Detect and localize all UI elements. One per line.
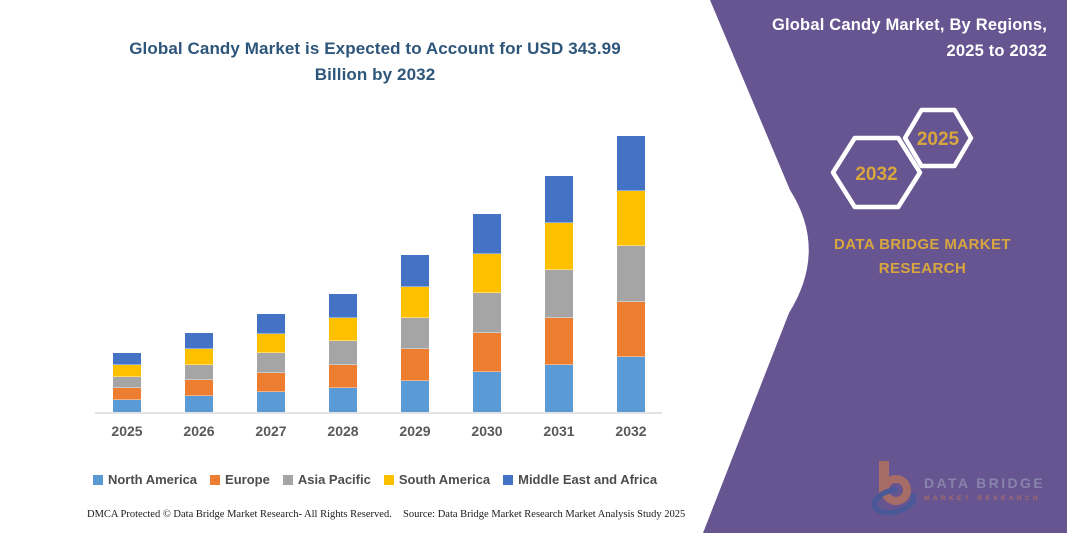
bar-2031 — [545, 176, 573, 412]
bar-segment-2026-middle-east-and-africa — [185, 333, 213, 349]
bar-segment-2028-middle-east-and-africa — [329, 294, 357, 318]
panel-heading-line2: 2025 to 2032 — [946, 41, 1047, 60]
bar-segment-2032-europe — [617, 301, 645, 357]
bar-segment-2030-middle-east-and-africa — [473, 213, 501, 254]
x-axis-line — [95, 412, 662, 414]
x-axis-label-2028: 2028 — [327, 423, 359, 439]
bar-segment-2028-europe — [329, 364, 357, 389]
legend-item-north-america: North America — [92, 472, 198, 487]
panel-heading: Global Candy Market, By Regions, 2025 to… — [747, 13, 1047, 64]
bar-segment-2029-south-america — [401, 286, 429, 318]
panel-heading-line1: Global Candy Market, By Regions, — [771, 16, 1047, 34]
bar-segment-2025-asia-pacific — [113, 376, 141, 389]
brand-text-line1: DATA BRIDGE MARKET — [834, 236, 1011, 253]
x-axis-label-2027: 2027 — [255, 423, 287, 439]
legend-item-asia-pacific: Asia Pacific — [282, 472, 371, 487]
bar-segment-2031-north-america — [545, 364, 573, 412]
bar-segment-2027-asia-pacific — [257, 353, 285, 373]
bar-segment-2031-europe — [545, 317, 573, 365]
bar-2029 — [401, 255, 429, 412]
bar-segment-2030-north-america — [473, 372, 501, 412]
bar-2030 — [473, 213, 501, 412]
hexagon-2032 — [830, 135, 923, 210]
bar-segment-2027-europe — [257, 372, 285, 393]
bar-segment-2029-north-america — [401, 380, 429, 412]
chart-title-line1: Global Candy Market is Expected to Accou… — [129, 39, 621, 58]
bar-segment-2025-south-america — [113, 364, 141, 377]
bar-segment-2026-north-america — [185, 396, 213, 412]
bar-segment-2031-middle-east-and-africa — [545, 176, 573, 224]
bar-segment-2028-south-america — [329, 317, 357, 342]
legend-swatch-icon — [92, 474, 103, 485]
footer-source-text: Source: Data Bridge Market Research Mark… — [403, 509, 686, 520]
bar-segment-2030-asia-pacific — [473, 293, 501, 333]
hexagon-2025 — [902, 107, 974, 169]
bar-segment-2026-south-america — [185, 348, 213, 365]
bar-segment-2029-asia-pacific — [401, 317, 429, 350]
brand-text: DATA BRIDGE MARKET RESEARCH — [815, 233, 1030, 281]
chart-title: Global Candy Market is Expected to Accou… — [75, 36, 675, 87]
x-axis-label-2031: 2031 — [543, 423, 575, 439]
bar-segment-2029-europe — [401, 349, 429, 381]
dbmr-logo-monogram-icon — [872, 461, 916, 516]
chart-legend: North America Europe Asia Pacific South Ame… — [55, 472, 695, 487]
logo-tagline: MARKET RESEARCH — [924, 494, 1042, 502]
x-axis-label-2025: 2025 — [111, 423, 143, 439]
legend-swatch-icon — [282, 474, 293, 485]
bar-segment-2027-south-america — [257, 333, 285, 354]
chart-title-line2: Billion by 2032 — [314, 64, 436, 84]
bar-segment-2025-europe — [113, 388, 141, 401]
legend-swatch-icon — [503, 474, 514, 485]
legend-label: Europe — [225, 472, 270, 487]
bar-segment-2032-south-america — [617, 191, 645, 247]
bar-segment-2026-asia-pacific — [185, 364, 213, 381]
x-axis-label-2026: 2026 — [183, 423, 215, 439]
bar-segment-2027-middle-east-and-africa — [257, 314, 285, 334]
hexagon-2032-label: 2032 — [855, 164, 897, 185]
bar-segment-2025-middle-east-and-africa — [113, 353, 141, 365]
bar-segment-2032-middle-east-and-africa — [617, 136, 645, 192]
bar-segment-2027-north-america — [257, 392, 285, 412]
bar-segment-2028-asia-pacific — [329, 341, 357, 365]
bar-2027 — [257, 314, 285, 412]
x-axis-label-2030: 2030 — [471, 423, 503, 439]
bar-2025 — [113, 353, 141, 412]
bar-segment-2026-europe — [185, 380, 213, 397]
legend-swatch-icon — [210, 474, 221, 485]
plot-area — [113, 125, 645, 412]
legend-label: South America — [398, 472, 491, 487]
x-axis-label-2029: 2029 — [399, 423, 431, 439]
legend-item-middle-east-and-africa: Middle East and Africa — [503, 472, 657, 487]
bar-segment-2032-asia-pacific — [617, 246, 645, 302]
legend-label: North America — [107, 472, 198, 487]
legend-label: Middle East and Africa — [518, 472, 658, 487]
bar-segment-2030-europe — [473, 332, 501, 373]
bar-segment-2028-north-america — [329, 388, 357, 412]
bar-2032 — [617, 136, 645, 412]
bar-segment-2029-middle-east-and-africa — [401, 255, 429, 287]
legend-label: Asia Pacific — [297, 472, 371, 487]
bar-2028 — [329, 294, 357, 412]
bar-segment-2031-asia-pacific — [545, 270, 573, 318]
year-hexagons: 2032 2025 — [830, 107, 974, 210]
dbmr-logo: DATA BRIDGE MARKET RESEARCH — [872, 458, 1062, 518]
brand-text-line2: RESEARCH — [878, 260, 967, 277]
footer-dmca-text: DMCA Protected © Data Bridge Market Rese… — [87, 509, 392, 520]
bar-segment-2031-south-america — [545, 223, 573, 271]
legend-item-europe: Europe — [210, 472, 270, 487]
bar-segment-2025-north-america — [113, 400, 141, 412]
bar-segment-2030-south-america — [473, 253, 501, 294]
logo-name: DATA BRIDGE — [924, 474, 1046, 491]
hexagon-2025-label: 2025 — [917, 129, 960, 150]
legend-swatch-icon — [383, 474, 394, 485]
x-axis-labels: 2025 2026 2027 2028 2029 2030 2031 2032 — [111, 423, 646, 443]
x-axis-label-2032: 2032 — [615, 423, 647, 439]
legend-item-south-america: South America — [383, 472, 491, 487]
bar-2026 — [185, 333, 213, 412]
bar-segment-2032-north-america — [617, 356, 645, 412]
